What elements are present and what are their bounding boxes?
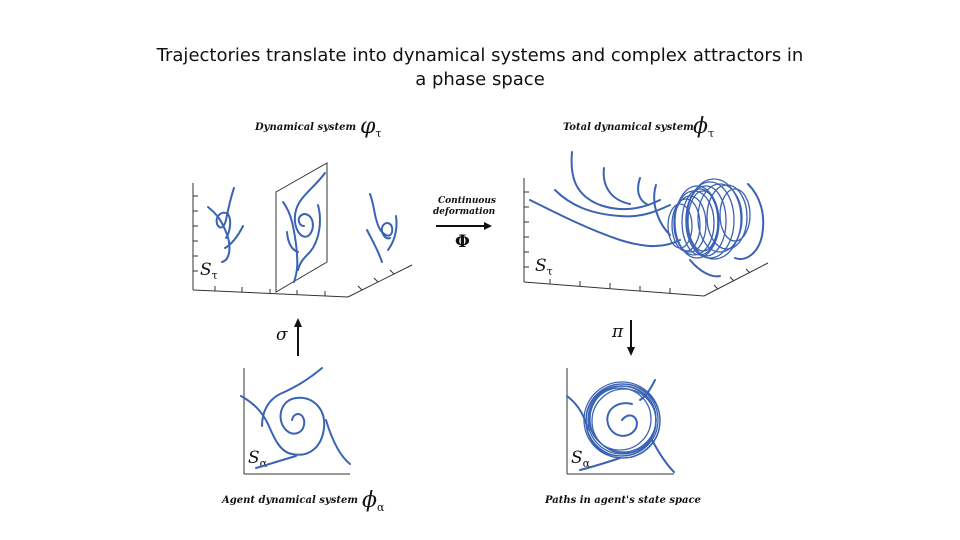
top-right-axes <box>523 178 769 297</box>
agent-dynamical-system-label: Agent dynamical system <box>222 495 358 506</box>
sigma-symbol: σ <box>276 325 288 345</box>
Phi-symbol: Φ <box>455 232 470 252</box>
agent-system-trajectories <box>240 367 351 469</box>
agent-state-space-paths-label: Paths in agent's state space <box>545 495 701 506</box>
sigma-arrow <box>294 318 302 356</box>
pi-symbol: π <box>612 322 624 342</box>
bottom-right-axes <box>566 368 674 475</box>
left-slice-trajectory <box>207 187 244 263</box>
top-left-axes <box>192 183 413 298</box>
phi-alpha-symbol: ϕα <box>362 488 385 514</box>
center-slice-trajectory <box>282 172 326 283</box>
s-alpha-axis-label-right: Sα <box>571 448 591 470</box>
slice-plane <box>275 162 328 293</box>
total-dynamical-system-label: Total dynamical system <box>563 122 694 133</box>
pi-arrow <box>627 320 635 356</box>
deformation-arrow <box>436 222 492 230</box>
total-system-trajectories <box>529 151 765 278</box>
s-tau-axis-label-right: Sτ <box>535 256 553 278</box>
bottom-left-axes <box>243 368 350 475</box>
phi-tau-symbol: φτ <box>360 114 382 140</box>
right-slice-trajectory <box>366 193 398 263</box>
s-alpha-axis-label-left: Sα <box>248 448 268 470</box>
deformation-label-line1: Continuous <box>438 196 496 206</box>
s-tau-axis-label-left: Sτ <box>200 260 218 282</box>
deformation-label-line2: deformation <box>433 207 496 217</box>
dynamical-system-label: Dynamical system <box>255 122 357 133</box>
slide-title: Trajectories translate into dynamical sy… <box>156 45 804 90</box>
total-phi-tau-symbol: ϕτ <box>693 114 715 140</box>
agent-state-space-paths <box>566 379 675 473</box>
